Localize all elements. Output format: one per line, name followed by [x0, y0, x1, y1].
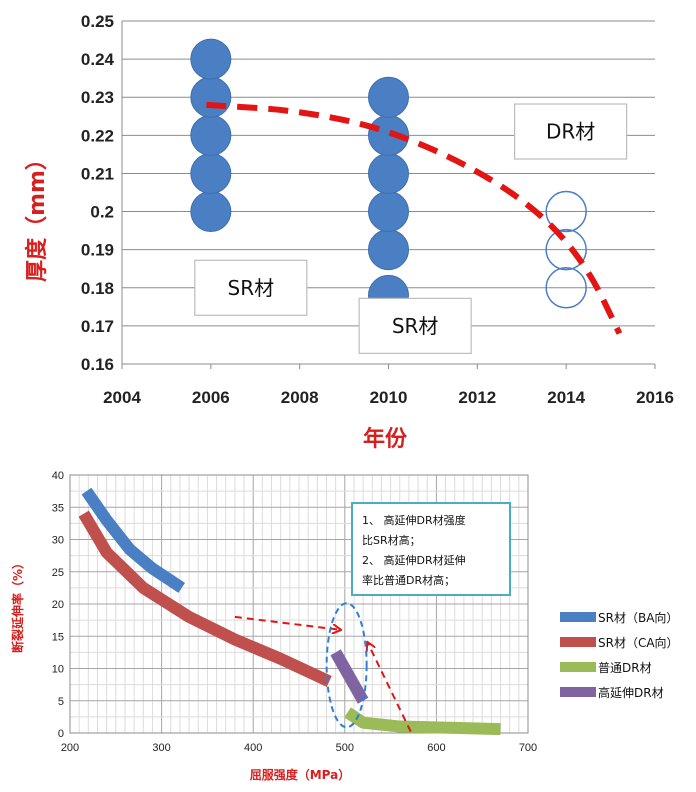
y-tick-label: 15: [52, 631, 64, 643]
y-tick-label: 0.17: [81, 317, 114, 336]
x-tick-label: 600: [427, 742, 445, 754]
annotation-arrows: [234, 602, 412, 733]
y-tick-label: 0.25: [81, 12, 114, 31]
y-tick-label: 0: [58, 728, 64, 740]
legend-label: 高延伸DR材: [598, 685, 664, 700]
data-points: [190, 38, 587, 316]
y-tick-label: 0.23: [81, 88, 114, 107]
arrow-from-dr: [368, 643, 412, 733]
y-tick-label: 40: [52, 470, 64, 482]
y-tick-label: 0.18: [81, 279, 114, 298]
annotation-label: SR材: [392, 314, 439, 338]
annotation-box: [194, 259, 308, 316]
x-tick-label: 2008: [281, 388, 319, 407]
y-tick-label: 0.16: [81, 355, 114, 374]
hollow-circle-point: [545, 190, 587, 233]
x-tick-label: 2016: [636, 388, 674, 407]
annotations: SR材 SR材 DR材: [194, 103, 628, 354]
series-line: [81, 487, 186, 593]
x-tick-label: 2004: [103, 388, 141, 407]
hollow-circle-point: [545, 228, 587, 271]
annotation-text: 2、 高延伸DR材延伸: [362, 553, 466, 567]
legend-swatch: [560, 637, 596, 647]
annotation-label: SR材: [228, 276, 275, 300]
x-axis-label: 年份: [363, 426, 408, 450]
thickness-chart: 0.160.170.180.190.20.210.220.230.240.25 …: [24, 12, 674, 450]
x-tick-label: 2012: [458, 388, 496, 407]
y-tick-label: 0.2: [90, 203, 114, 222]
annotation-box: [514, 103, 628, 160]
y-tick-label: 35: [52, 502, 64, 514]
x-tick-label: 2014: [547, 388, 585, 407]
hollow-circle-point: [545, 267, 587, 309]
y-tick-label: 0.19: [81, 241, 114, 260]
arrow-to-high-elongation: [234, 615, 340, 630]
x-axis-label: 屈服强度（MPa）: [250, 767, 351, 782]
legend-label: SR材（BA向）: [598, 610, 678, 625]
legend-swatch: [560, 687, 596, 697]
y-tick-labels: 0.16 0.17 0.18 0.19 0.2 0.21 0.22 0.23 0.24 0.25: [81, 12, 115, 374]
trend-line: [206, 101, 623, 335]
legend-swatch: [560, 662, 596, 672]
y-tick-labels: 0 5 10 15 20 25 30 35 40: [52, 470, 64, 740]
x-tick-labels: 2004 2006 2008 2010 2012 2014 2016: [103, 388, 674, 407]
y-tick-label: 20: [52, 599, 64, 611]
annotation-text: 比SR材高；: [362, 533, 421, 547]
legend-swatch: [560, 612, 596, 622]
filled-circle-point: [368, 76, 409, 118]
annotation-box: [358, 297, 472, 354]
x-tick-label: 2006: [192, 388, 230, 407]
highlight-ellipse: [325, 602, 368, 729]
series-line: [344, 707, 501, 736]
plot-frame: [69, 474, 529, 734]
filled-circle-point: [190, 38, 232, 80]
x-tick-labels: 200 300 400 500 600 700: [61, 742, 537, 754]
legend-label: SR材（CA向）: [598, 635, 679, 650]
legend-label: 普通DR材: [598, 661, 652, 675]
y-tick-label: 10: [52, 664, 64, 676]
y-axis-label: 断裂延伸率（%）: [10, 557, 25, 653]
y-tick-label: 0.21: [81, 164, 114, 183]
x-tick-label: 500: [336, 742, 354, 754]
x-tick-label: 400: [244, 742, 262, 754]
x-tick-label: 300: [152, 742, 170, 754]
x-tick-label: 200: [61, 742, 79, 754]
y-tick-label: 0.22: [81, 126, 114, 145]
y-tick-label: 30: [52, 535, 64, 547]
dashed-trend-line: [206, 101, 623, 335]
y-axis-label: 厚度（mm）: [24, 148, 50, 282]
annotation-label: DR材: [546, 120, 595, 144]
annotation-text: 率比普通DR材高；: [362, 573, 455, 587]
y-tick-label: 25: [52, 567, 64, 579]
series-line: [78, 510, 332, 687]
annotation-box: [351, 502, 511, 596]
y-tick-label: 5: [58, 696, 64, 708]
x-tick-label: 700: [519, 742, 537, 754]
x-tick-label: 2010: [370, 388, 408, 407]
y-tick-label: 0.24: [81, 50, 115, 69]
series-lines: [78, 487, 501, 736]
series-line: [330, 649, 369, 704]
annotation-text: 1、 高延伸DR材强度: [362, 513, 466, 527]
